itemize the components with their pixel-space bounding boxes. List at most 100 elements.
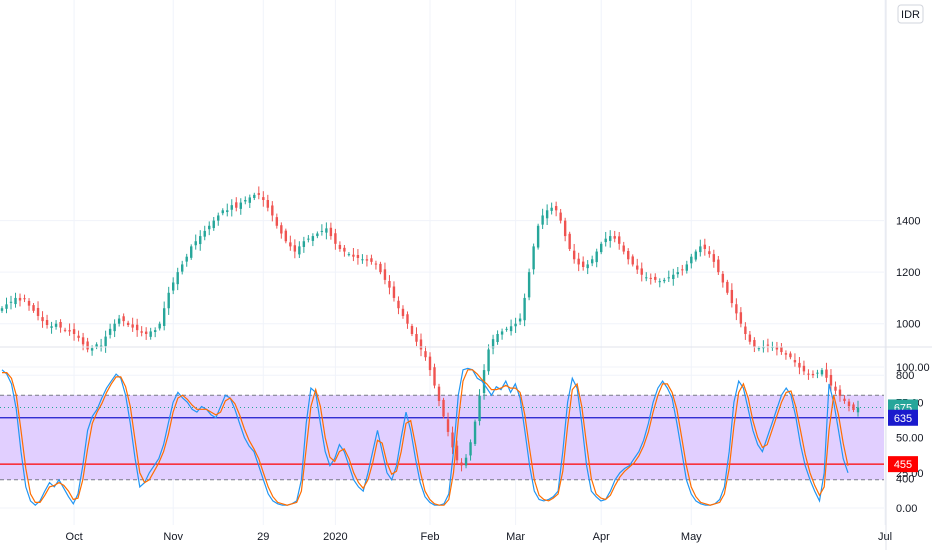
candle[interactable] [392,281,396,302]
candle[interactable] [181,260,184,275]
candle[interactable] [298,241,301,258]
candle[interactable] [843,395,846,404]
candle[interactable] [658,278,661,288]
candle[interactable] [77,330,80,342]
candle[interactable] [699,239,702,257]
candle[interactable] [681,264,684,276]
candle[interactable] [72,323,76,341]
candle[interactable] [613,230,616,243]
candle[interactable] [721,271,725,288]
candle[interactable] [32,303,35,313]
candle[interactable] [194,234,197,250]
candle[interactable] [636,258,639,274]
candle[interactable] [807,369,810,380]
candle[interactable] [455,440,459,464]
candle[interactable] [221,208,224,216]
candle[interactable] [473,419,477,447]
candle[interactable] [406,311,409,329]
candle[interactable] [802,360,806,375]
candle[interactable] [784,350,788,360]
candle[interactable] [581,256,585,271]
candle[interactable] [41,311,44,328]
candle[interactable] [415,327,418,347]
candle[interactable] [126,320,130,328]
candle[interactable] [735,298,738,321]
candle[interactable] [99,338,103,352]
candle[interactable] [365,254,369,267]
candle[interactable] [361,254,364,264]
candle[interactable] [248,194,251,208]
price-axis[interactable]: 400 800 1000 1200 1400 [896,216,920,486]
candle[interactable] [59,319,62,333]
candle[interactable] [631,254,634,267]
candle[interactable] [410,323,414,337]
candle[interactable] [708,246,711,258]
candle[interactable] [550,202,553,215]
candle[interactable] [500,328,504,340]
candle[interactable] [14,292,17,308]
candle[interactable] [442,397,445,419]
candle[interactable] [167,286,170,315]
candle[interactable] [316,231,319,239]
candle[interactable] [397,296,400,315]
candle[interactable] [545,204,549,226]
candle[interactable] [667,270,670,283]
candle[interactable] [230,199,233,217]
candle[interactable] [86,337,89,353]
candle[interactable] [379,261,382,275]
candle[interactable] [27,298,31,311]
candle[interactable] [190,244,193,260]
candle[interactable] [266,194,270,212]
candle[interactable] [172,277,175,295]
candle[interactable] [464,454,468,469]
candle[interactable] [117,314,121,327]
candle[interactable] [600,241,603,255]
currency-badge[interactable]: IDR [897,4,924,24]
candle[interactable] [622,241,625,255]
candle[interactable] [271,201,274,222]
candle[interactable] [352,247,355,262]
candle[interactable] [536,223,540,250]
candle[interactable] [775,341,779,356]
candle[interactable] [23,294,26,303]
candle[interactable] [307,235,310,243]
candle[interactable] [645,272,648,282]
candle[interactable] [433,363,436,389]
candle[interactable] [541,208,544,230]
candle[interactable] [730,283,734,308]
stochastic-layer[interactable] [1,367,849,507]
candle[interactable] [469,439,472,461]
candle[interactable] [712,249,716,268]
candle[interactable] [523,293,526,327]
candle[interactable] [505,326,508,332]
candle[interactable] [217,212,220,226]
candle[interactable] [388,275,391,295]
candle[interactable] [293,239,297,259]
candle[interactable] [627,248,630,265]
candle[interactable] [131,317,134,332]
candle[interactable] [460,458,463,472]
candle[interactable] [518,313,522,326]
candle[interactable] [793,353,797,367]
candle[interactable] [63,327,67,333]
candle[interactable] [153,327,157,338]
candle[interactable] [780,343,783,355]
candle[interactable] [690,253,693,269]
candle[interactable] [212,217,215,231]
candle[interactable] [253,192,256,201]
candle[interactable] [554,201,558,217]
candle[interactable] [640,262,643,282]
candle[interactable] [604,231,607,247]
candle[interactable] [694,249,698,262]
candle[interactable] [609,230,612,248]
candle[interactable] [424,346,427,361]
candle[interactable] [370,254,373,265]
candle[interactable] [122,313,125,327]
candle[interactable] [185,253,188,267]
candle[interactable] [491,334,495,355]
candle[interactable] [798,356,801,375]
candle[interactable] [816,369,819,379]
candle[interactable] [262,191,265,207]
candle[interactable] [717,255,720,275]
candle[interactable] [649,273,652,285]
